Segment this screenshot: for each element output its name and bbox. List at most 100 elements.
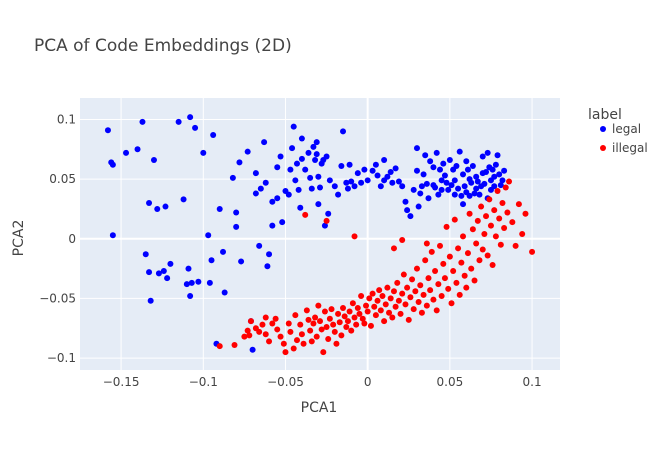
y-tick-label: 0.05 — [49, 172, 76, 186]
data-point-legal — [269, 198, 276, 205]
data-point-legal — [289, 145, 296, 152]
data-point-legal — [423, 180, 430, 187]
data-point-legal — [469, 163, 476, 169]
y-tick-label: 0 — [68, 232, 76, 246]
data-point-illegal — [323, 324, 330, 331]
data-point-illegal — [231, 341, 238, 348]
data-point-illegal — [290, 345, 297, 352]
data-point-legal — [109, 161, 116, 168]
x-tick-label: −0.1 — [189, 375, 218, 389]
x-tick-label: −0.05 — [267, 375, 304, 389]
data-point-legal — [162, 203, 169, 210]
data-point-legal — [474, 178, 481, 185]
data-point-legal — [432, 184, 439, 191]
data-point-illegal — [216, 343, 223, 350]
data-point-legal — [249, 346, 256, 353]
data-point-illegal — [313, 333, 320, 340]
data-point-illegal — [461, 272, 468, 279]
data-point-legal — [481, 180, 488, 187]
data-point-illegal — [483, 213, 490, 220]
data-point-illegal — [331, 328, 338, 335]
data-point-legal — [443, 179, 450, 186]
data-point-illegal — [292, 312, 299, 319]
data-point-illegal — [405, 316, 412, 323]
data-point-illegal — [496, 215, 503, 222]
data-point-legal — [392, 165, 399, 172]
data-point-illegal — [491, 207, 498, 214]
data-point-legal — [295, 186, 302, 193]
legend-marker-illegal — [600, 145, 606, 151]
data-point-legal — [315, 201, 322, 208]
data-point-legal — [458, 192, 465, 199]
data-point-legal — [310, 143, 317, 150]
data-point-illegal — [298, 331, 305, 338]
data-point-legal — [351, 183, 358, 190]
legend: label legal illegal — [588, 107, 648, 155]
data-point-illegal — [529, 248, 536, 255]
data-point-legal — [420, 171, 427, 178]
data-point-illegal — [384, 284, 391, 291]
data-point-illegal — [379, 293, 386, 300]
data-point-legal — [453, 163, 460, 169]
data-point-illegal — [374, 297, 381, 304]
data-point-legal — [238, 258, 245, 265]
grid-lines — [80, 98, 560, 370]
data-point-legal — [348, 178, 355, 185]
data-point-legal — [185, 265, 192, 272]
data-point-legal — [387, 168, 394, 175]
data-point-legal — [451, 177, 458, 184]
data-point-illegal — [420, 291, 427, 298]
data-point-legal — [298, 135, 305, 142]
data-point-illegal — [386, 309, 393, 316]
data-point-illegal — [307, 327, 314, 334]
data-point-legal — [315, 173, 322, 180]
data-point-illegal — [445, 285, 452, 292]
data-point-legal — [491, 173, 498, 180]
data-points — [104, 114, 536, 356]
data-point-legal — [389, 179, 396, 186]
data-point-illegal — [366, 295, 373, 302]
data-point-illegal — [266, 338, 273, 345]
data-point-illegal — [497, 241, 504, 248]
data-point-legal — [461, 183, 468, 190]
data-point-legal — [313, 151, 320, 158]
data-point-illegal — [502, 184, 509, 191]
data-point-illegal — [328, 306, 335, 313]
data-point-legal — [343, 179, 350, 186]
data-point-illegal — [417, 282, 424, 289]
data-point-legal — [317, 184, 323, 191]
data-point-illegal — [504, 209, 511, 216]
data-point-illegal — [300, 340, 307, 347]
data-point-illegal — [241, 333, 248, 340]
data-point-legal — [269, 222, 276, 229]
data-point-illegal — [400, 271, 407, 278]
data-point-illegal — [335, 310, 342, 317]
data-point-illegal — [399, 236, 406, 243]
data-point-illegal — [441, 275, 448, 282]
data-point-legal — [160, 267, 167, 274]
y-tick-label: −0.05 — [39, 291, 76, 305]
data-point-illegal — [274, 326, 281, 333]
data-point-illegal — [325, 335, 332, 342]
data-point-illegal — [512, 242, 519, 249]
data-point-illegal — [297, 321, 304, 328]
data-point-illegal — [336, 319, 343, 326]
series-illegal — [216, 178, 536, 356]
data-point-illegal — [377, 307, 384, 314]
data-point-legal — [464, 166, 471, 173]
data-point-legal — [220, 248, 227, 255]
data-point-legal — [261, 139, 268, 146]
data-point-illegal — [460, 233, 467, 240]
x-axis-title: PCA1 — [301, 400, 338, 416]
data-point-legal — [308, 185, 315, 192]
data-point-legal — [252, 170, 259, 177]
data-point-legal — [274, 164, 281, 171]
data-point-illegal — [321, 308, 328, 315]
data-point-illegal — [474, 217, 481, 224]
data-point-illegal — [340, 304, 347, 311]
data-point-illegal — [363, 302, 370, 309]
legend-title: label — [588, 107, 622, 123]
data-point-legal — [305, 149, 312, 156]
data-point-legal — [256, 242, 263, 249]
